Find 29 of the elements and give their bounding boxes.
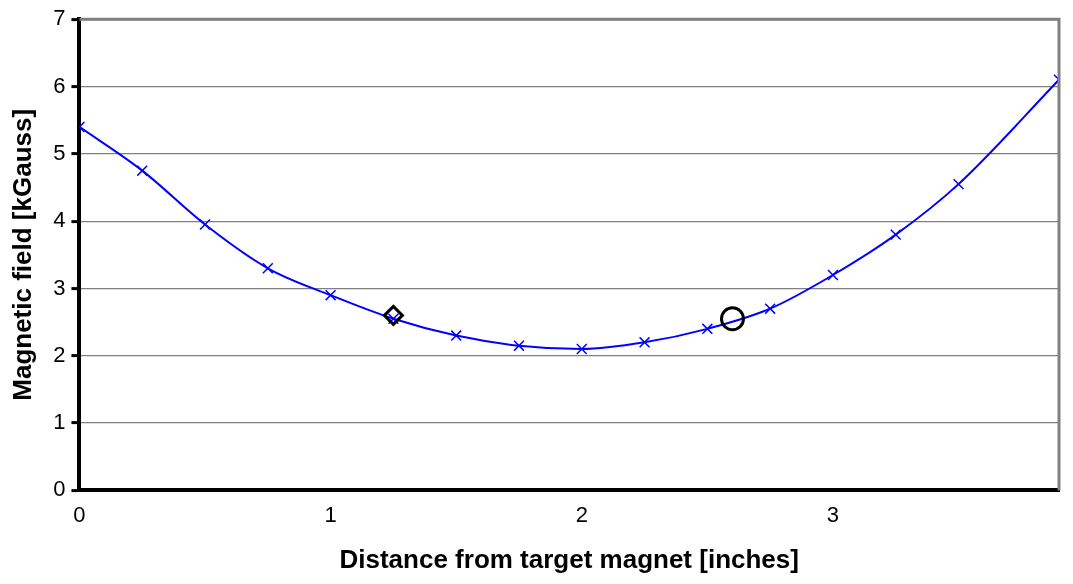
y-tick-label: 2 bbox=[53, 341, 66, 367]
y-tick-label: 6 bbox=[53, 72, 66, 98]
x-tick-label: 1 bbox=[324, 501, 337, 527]
y-tick-label: 7 bbox=[53, 5, 66, 31]
point bbox=[952, 178, 965, 190]
y-tick-label: 3 bbox=[53, 274, 66, 300]
point bbox=[513, 339, 525, 352]
point bbox=[324, 289, 337, 301]
point bbox=[719, 306, 745, 332]
point bbox=[827, 269, 839, 281]
y-tick-label: 1 bbox=[53, 409, 66, 435]
point bbox=[450, 329, 462, 342]
x-axis-title: Distance from target magnet [inches] bbox=[339, 543, 799, 574]
point bbox=[638, 336, 651, 349]
x-tick-label: 3 bbox=[826, 501, 840, 527]
point bbox=[764, 302, 776, 315]
point bbox=[382, 304, 404, 326]
x-tick-label: 2 bbox=[575, 501, 588, 527]
point bbox=[199, 218, 211, 231]
y-axis-title: Magnetic field [kGauss] bbox=[6, 108, 37, 401]
point bbox=[890, 228, 902, 241]
point bbox=[262, 262, 274, 274]
point bbox=[136, 164, 148, 177]
y-tick-label: 4 bbox=[53, 207, 66, 233]
y-tick-label: 0 bbox=[53, 476, 66, 502]
y-tick-label: 5 bbox=[53, 139, 66, 165]
x-tick-label: 0 bbox=[73, 501, 86, 527]
point bbox=[576, 343, 588, 355]
point bbox=[701, 323, 714, 335]
